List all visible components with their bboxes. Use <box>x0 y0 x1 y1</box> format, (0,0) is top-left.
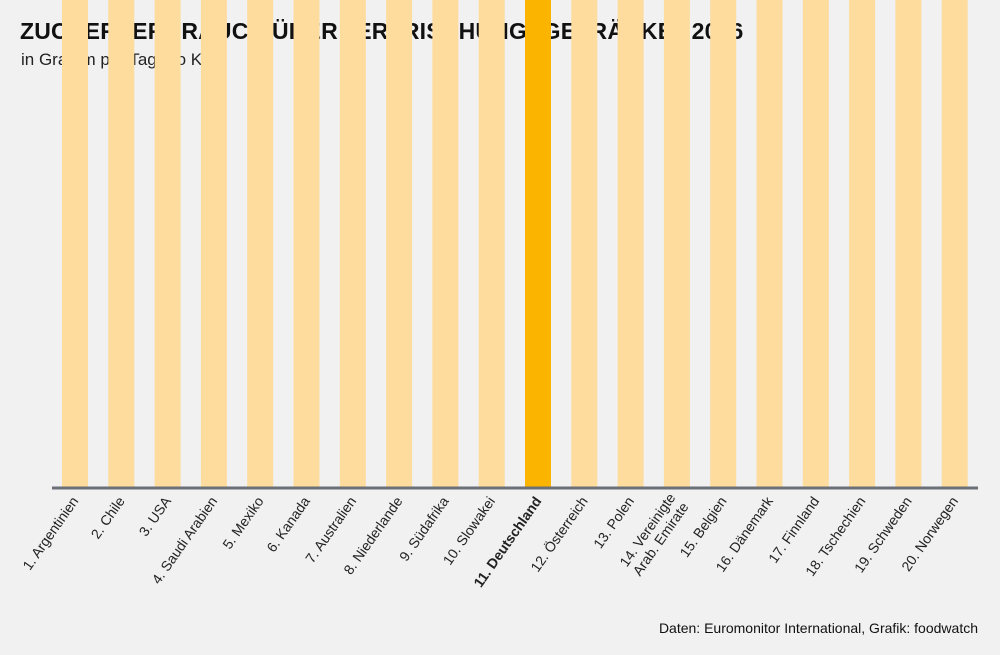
bar <box>339 0 366 487</box>
bar <box>108 0 135 487</box>
bar <box>895 0 922 488</box>
bar <box>710 0 737 487</box>
bar <box>571 0 598 487</box>
bar <box>617 0 644 488</box>
bar <box>756 0 783 487</box>
bar <box>432 0 459 487</box>
bar <box>802 0 829 487</box>
bar <box>525 0 551 487</box>
bar <box>154 0 181 487</box>
bar <box>386 0 413 487</box>
x-tick-label: 5. Mexiko <box>219 493 267 551</box>
x-tick-label: 2. Chile <box>87 493 127 541</box>
bar <box>200 0 227 487</box>
x-tick-label: 6. Kanada <box>263 493 313 555</box>
x-tick-label: 1. Argentinien <box>19 494 81 573</box>
bar <box>247 0 274 487</box>
bar <box>941 0 968 487</box>
x-tick-label: 3. USA <box>136 493 175 539</box>
bar <box>849 0 876 487</box>
bar <box>293 0 320 487</box>
bar <box>62 0 88 487</box>
bar <box>663 0 690 488</box>
bar <box>478 0 505 487</box>
source-note: Daten: Euromonitor International, Grafik… <box>658 620 978 636</box>
